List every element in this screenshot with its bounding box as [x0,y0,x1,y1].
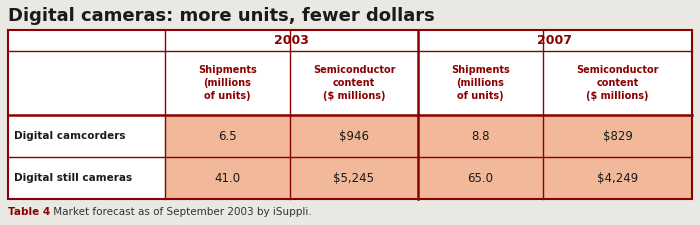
Text: 65.0: 65.0 [468,171,493,184]
Text: Market forecast as of September 2003 by iSuppli.: Market forecast as of September 2003 by … [50,207,312,217]
Text: $4,249: $4,249 [597,171,638,184]
Text: $5,245: $5,245 [333,171,374,184]
Text: Semiconductor
content
($ millions): Semiconductor content ($ millions) [313,65,396,101]
Text: Table 4: Table 4 [8,207,50,217]
Bar [8,30,692,199]
Text: Digital cameras: more units, fewer dollars: Digital cameras: more units, fewer dolla… [8,7,435,25]
Text: 8.8: 8.8 [471,130,490,142]
Text: Shipments
(millions
of units): Shipments (millions of units) [451,65,510,101]
Text: $946: $946 [339,130,369,142]
Bar [8,30,692,199]
Text: Digital camcorders: Digital camcorders [14,131,125,141]
Text: Digital still cameras: Digital still cameras [14,173,132,183]
Text: 2007: 2007 [538,34,573,47]
Text: 41.0: 41.0 [214,171,241,184]
Text: Shipments
(millions
of units): Shipments (millions of units) [198,65,257,101]
Bar [165,115,692,199]
Text: Semiconductor
content
($ millions): Semiconductor content ($ millions) [576,65,659,101]
Text: 2003: 2003 [274,34,309,47]
Text: $829: $829 [603,130,632,142]
Text: 6.5: 6.5 [218,130,237,142]
